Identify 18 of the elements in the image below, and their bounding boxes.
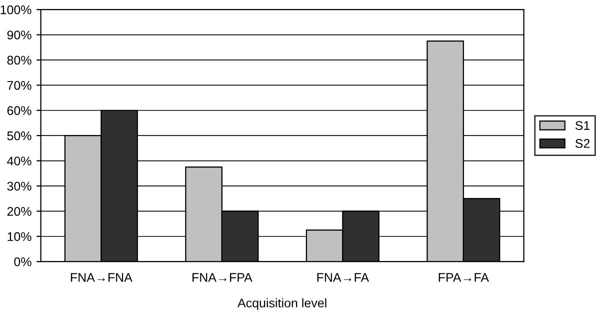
y-tick-label: 40% [7, 156, 32, 166]
x-tick-label: FNA→FPA [192, 273, 252, 282]
y-tick-label: 20% [7, 206, 32, 216]
x-tick-label: FNA→FNA [70, 273, 132, 282]
legend-label: S2 [575, 139, 590, 148]
x-axis-title: Acquisition level [238, 298, 326, 310]
y-tick-label: 70% [7, 80, 32, 90]
y-tick-label: 10% [8, 232, 32, 242]
y-tick-label: 100% [0, 5, 32, 14]
y-tick-label: 80% [7, 56, 32, 65]
y-tick-label: 90% [7, 30, 32, 40]
y-tick-label: 0% [14, 257, 32, 266]
x-tick-label: FPA→FA [438, 273, 489, 282]
y-tick-label: 30% [7, 182, 32, 191]
legend-label: S1 [575, 121, 590, 130]
x-tick-label: FNA→FA [317, 273, 370, 282]
y-tick-label: 60% [7, 106, 32, 116]
y-tick-label: 50% [7, 131, 32, 140]
